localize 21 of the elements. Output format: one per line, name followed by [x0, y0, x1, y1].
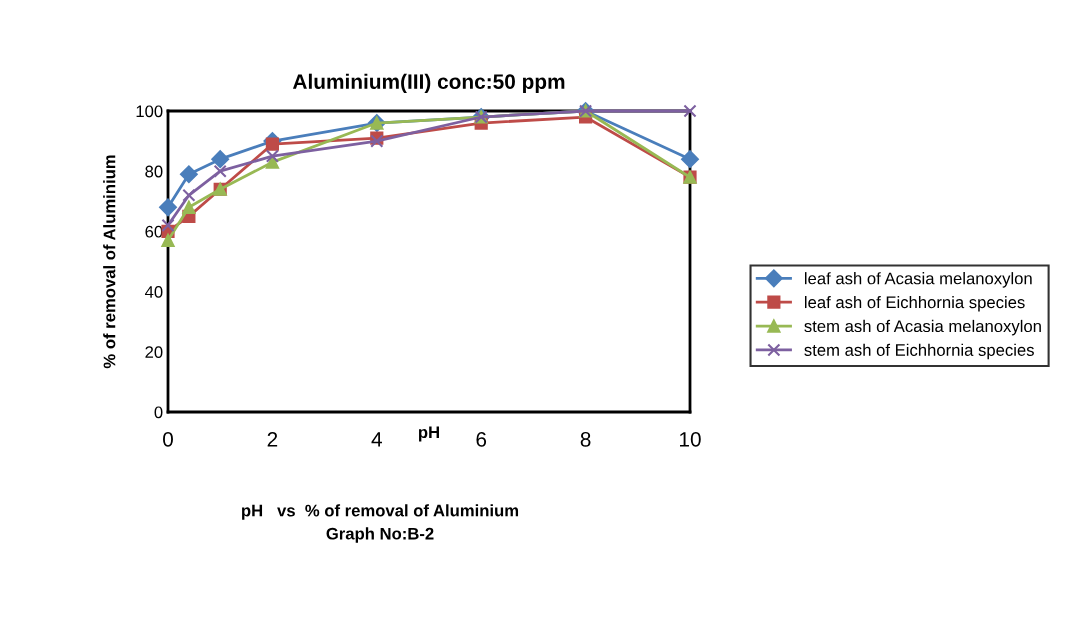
y-axis-title: % of removal of Aluminium	[103, 155, 116, 369]
y-tick-label: 100	[136, 105, 163, 118]
x-tick-label: 2	[267, 431, 278, 447]
legend-label: leaf ash of Acasia melanoxylon	[804, 272, 1032, 288]
chart-title: Aluminium(III) conc:50 ppm	[292, 73, 565, 94]
text: Graph No:B-2	[326, 527, 434, 543]
y-tick-label: 20	[145, 346, 163, 358]
x-axis-title: pH	[418, 426, 439, 442]
x-tick-label: 6	[476, 431, 487, 447]
legend-label: stem ash of Acasia melanoxylon	[804, 319, 1041, 336]
y-tick-label: 0	[154, 406, 163, 419]
x-tick-label: 10	[680, 431, 701, 447]
legend-label: leaf ash of Eichhornia species	[804, 295, 1025, 312]
y-tick-label: 80	[145, 165, 163, 178]
y-tick-label: 40	[144, 286, 163, 298]
legend-label: stem ash of Eichhornia species	[804, 343, 1034, 360]
x-tick-label: 8	[580, 431, 591, 447]
x-tick-label: 4	[371, 432, 382, 447]
text: pH vs % of removal of Aluminium	[242, 504, 519, 520]
y-tick-label: 60	[145, 225, 163, 238]
x-tick-label: 0	[163, 431, 173, 447]
